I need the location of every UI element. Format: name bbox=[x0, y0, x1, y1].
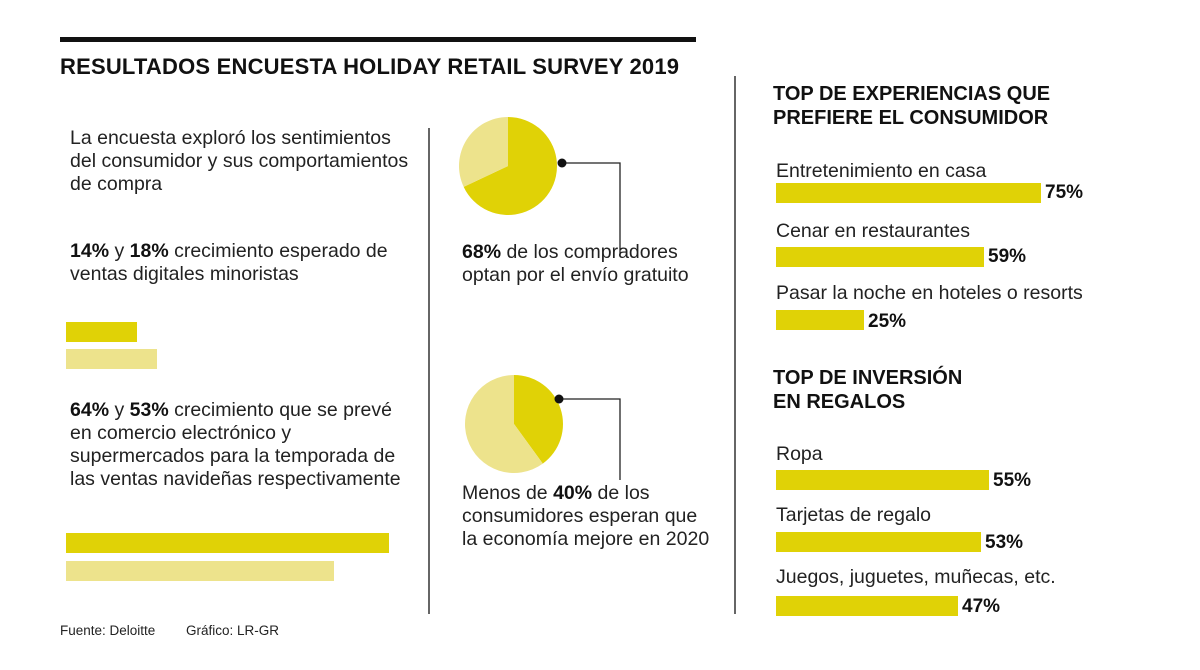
divider-left bbox=[428, 128, 430, 614]
pie-1-leader-dot bbox=[557, 158, 567, 168]
gift-label-cards: Tarjetas de regalo bbox=[776, 504, 932, 526]
bar-experience-hotels bbox=[776, 310, 864, 330]
experiences-title: TOP DE EXPERIENCIAS QUE PREFIERE EL CONS… bbox=[773, 83, 1051, 129]
experience-label-home: Entretenimiento en casa bbox=[776, 160, 987, 182]
free-shipping-value: 68% bbox=[462, 241, 502, 263]
digital-joiner: y bbox=[109, 240, 130, 262]
source-note: Fuente: Deloitte bbox=[60, 623, 156, 638]
experience-pct-home: 75% bbox=[1045, 182, 1084, 203]
digital-value-b: 18% bbox=[129, 240, 169, 262]
bar-experience-restaurants bbox=[776, 247, 984, 267]
pie-2-slice-rest bbox=[464, 375, 543, 473]
ecommerce-joiner: y bbox=[109, 399, 130, 421]
experience-label-restaurants: Cenar en restaurantes bbox=[776, 220, 971, 242]
pie-1-group bbox=[458, 117, 557, 215]
gift-label-clothes: Ropa bbox=[776, 443, 823, 465]
free-shipping-text: 68% de los compradores optan por el enví… bbox=[462, 241, 717, 287]
experience-pct-restaurants: 59% bbox=[988, 246, 1027, 267]
economy-description: de los consumidores esperan que la econo… bbox=[462, 482, 710, 550]
intro-copy: La encuesta exploró los sentimientos del… bbox=[70, 127, 409, 195]
intro-text: La encuesta exploró los sentimientos del… bbox=[70, 127, 415, 196]
ecommerce-value-a: 64% bbox=[70, 399, 110, 421]
digital-description: crecimiento esperado de ventas digitales… bbox=[70, 240, 388, 285]
divider-right bbox=[734, 76, 736, 614]
pie-2-group bbox=[464, 375, 563, 473]
pie-2-leader-dot bbox=[554, 394, 564, 404]
experience-label-hotels: Pasar la noche en hoteles o resorts bbox=[776, 282, 1083, 304]
bar-gift-cards bbox=[776, 532, 981, 552]
digital-value-a: 14% bbox=[70, 240, 110, 262]
bar-digital-18 bbox=[66, 349, 157, 369]
economy-value: 40% bbox=[553, 482, 593, 504]
pie-2-slice-main bbox=[514, 375, 563, 464]
pie-free-shipping bbox=[458, 117, 621, 253]
pie-economy bbox=[464, 375, 621, 480]
bar-gift-toys bbox=[776, 596, 958, 616]
pie-1-slice-main bbox=[463, 117, 557, 215]
bar-supermarkets-53 bbox=[66, 561, 334, 581]
ecommerce-value-b: 53% bbox=[129, 399, 169, 421]
economy-text: Menos de 40% de los consumidores esperan… bbox=[462, 482, 712, 551]
ecommerce-description: crecimiento que se prevé en comercio ele… bbox=[70, 399, 401, 490]
free-shipping-description: de los compradores optan por el envío gr… bbox=[462, 241, 689, 286]
digital-growth-text: 14% y 18% crecimiento esperado de ventas… bbox=[70, 240, 400, 286]
bar-experience-home bbox=[776, 183, 1041, 203]
page-title: RESULTADOS ENCUESTA HOLIDAY RETAIL SURVE… bbox=[60, 54, 680, 79]
bar-gift-clothes bbox=[776, 470, 989, 490]
gift-pct-cards: 53% bbox=[985, 532, 1024, 553]
top-rule bbox=[60, 37, 696, 42]
experience-pct-hotels: 25% bbox=[868, 311, 907, 332]
bar-ecommerce-64 bbox=[66, 533, 389, 553]
credit-note: Gráfico: LR-GR bbox=[186, 623, 280, 638]
pie-2-leader-line bbox=[559, 398, 621, 480]
gift-pct-toys: 47% bbox=[962, 596, 1001, 617]
bar-digital-14 bbox=[66, 322, 137, 342]
gift-pct-clothes: 55% bbox=[993, 470, 1032, 491]
gift-label-toys: Juegos, juguetes, muñecas, etc. bbox=[776, 566, 1056, 588]
gifts-title: TOP DE INVERSIÓN EN REGALOS bbox=[773, 367, 963, 413]
ecommerce-growth-text: 64% y 53% crecimiento que se prevé en co… bbox=[70, 399, 415, 491]
pie-1-leader-line bbox=[562, 162, 621, 253]
economy-prefix: Menos de bbox=[462, 482, 554, 504]
pie-1-slice-rest bbox=[458, 117, 508, 187]
